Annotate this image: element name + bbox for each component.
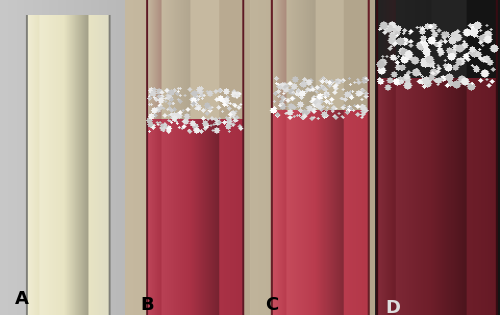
Text: A: A (15, 290, 29, 308)
Text: C: C (265, 296, 278, 314)
Text: D: D (385, 299, 400, 315)
Text: B: B (140, 296, 153, 314)
